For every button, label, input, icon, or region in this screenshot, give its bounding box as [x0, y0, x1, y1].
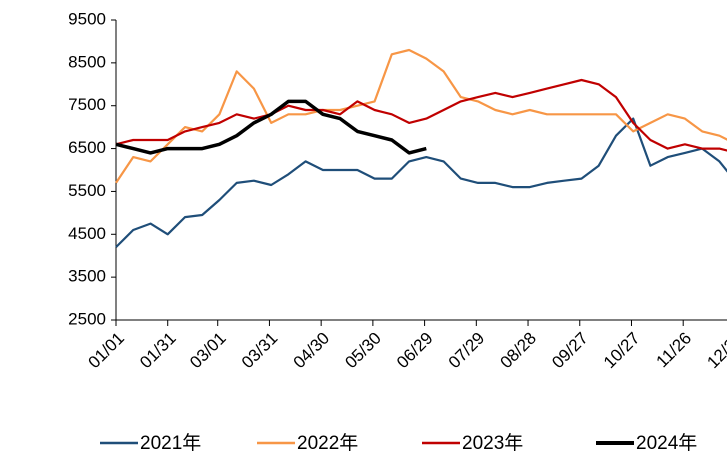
series-line [115, 78, 727, 152]
x-tick-label: 07/29 [445, 329, 489, 373]
legend-label: 2023年 [462, 432, 523, 454]
legend-item: 2021年 [100, 432, 201, 454]
series-line [115, 99, 427, 155]
y-tick-label: 5500 [68, 181, 106, 200]
y-tick-label: 2500 [68, 309, 106, 328]
legend-item: 2022年 [257, 432, 358, 454]
x-tick-label: 04/30 [290, 329, 334, 373]
x-tick-label: 08/28 [497, 329, 541, 373]
x-tick-label: 03/31 [238, 329, 282, 373]
y-tick-label: 9500 [68, 9, 106, 28]
x-tick-label: 01/01 [84, 329, 128, 373]
x-tick-label: 01/31 [136, 329, 180, 373]
y-tick-label: 6500 [68, 138, 106, 157]
legend-label: 2024年 [636, 432, 697, 454]
x-tick-label: 09/27 [548, 329, 592, 373]
y-tick-label: 3500 [68, 267, 106, 286]
x-tick-label: 05/30 [341, 329, 385, 373]
x-tick-label: 03/01 [186, 329, 230, 373]
legend-label: 2022年 [297, 432, 358, 454]
series-line [115, 117, 727, 248]
y-tick-label: 4500 [68, 224, 106, 243]
series-line [115, 48, 727, 184]
y-tick-label: 7500 [68, 95, 106, 114]
x-tick-label: 06/29 [393, 329, 437, 373]
y-tick-label: 8500 [68, 52, 106, 71]
x-tick-label: 10/27 [600, 329, 644, 373]
x-tick-label: 12/26 [703, 329, 727, 373]
legend-item: 2024年 [596, 432, 697, 454]
x-tick-label: 11/26 [653, 329, 696, 372]
legend-item: 2023年 [422, 432, 523, 454]
legend-label: 2021年 [140, 432, 201, 454]
